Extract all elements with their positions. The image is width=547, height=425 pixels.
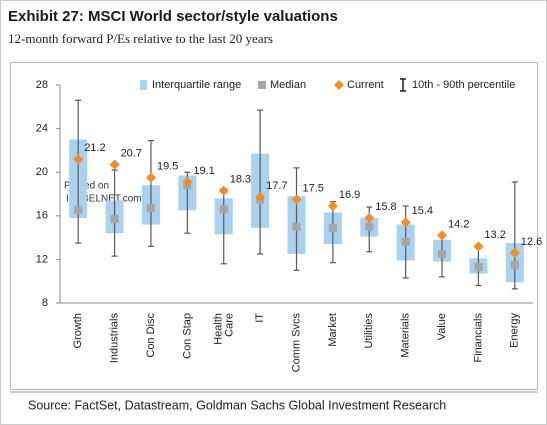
median-marker — [219, 205, 228, 214]
current-marker — [364, 212, 375, 223]
data-label: 16.9 — [339, 189, 360, 201]
x-tick-label: Con Stap — [181, 313, 193, 359]
data-label: 19.1 — [193, 165, 214, 177]
current-marker — [473, 241, 484, 252]
current-marker — [182, 177, 193, 188]
data-label: 15.4 — [412, 205, 433, 217]
x-tick-label: IT — [254, 313, 266, 323]
x-tick-label: Financials — [472, 313, 484, 363]
y-tick-label: 16 — [36, 210, 48, 222]
y-tick-label: 28 — [36, 79, 48, 91]
current-marker — [145, 172, 156, 183]
x-tick-label: Comm Svcs — [290, 313, 302, 373]
current-marker — [437, 230, 448, 241]
chart-subtitle: 12-month forward P/Es relative to the la… — [8, 31, 273, 46]
x-tick-label: HealthCare — [213, 313, 236, 345]
x-tick-label: Value — [436, 313, 448, 340]
current-marker — [73, 154, 84, 165]
median-marker — [510, 260, 519, 269]
x-tick-label: Energy — [509, 313, 521, 348]
chart-title: Exhibit 27: MSCI World sector/style valu… — [8, 8, 338, 25]
legend-label: Median — [270, 79, 306, 91]
y-tick-label: 8 — [42, 297, 48, 309]
current-marker — [218, 185, 229, 196]
x-tick-label: Industrials — [108, 313, 120, 364]
median-marker — [328, 223, 337, 232]
current-marker — [509, 247, 520, 258]
data-label: 15.8 — [375, 201, 396, 213]
data-label: 17.5 — [303, 182, 324, 194]
median-marker — [474, 263, 483, 272]
x-tick-label: Market — [327, 313, 339, 347]
median-marker — [365, 222, 374, 231]
legend-label: Interquartile range — [152, 79, 241, 91]
plot-frame — [10, 62, 538, 390]
median-marker — [110, 215, 119, 224]
data-label: 20.7 — [121, 147, 142, 159]
data-label: 21.2 — [84, 142, 105, 154]
data-label: 13.2 — [484, 229, 505, 241]
data-label: 17.7 — [266, 180, 287, 192]
median-marker — [146, 204, 155, 213]
legend-swatch — [400, 78, 406, 92]
y-tick-label: 20 — [36, 166, 48, 178]
legend-label: 10th - 90th percentile — [412, 79, 515, 91]
data-label: 12.6 — [521, 236, 542, 248]
legend-swatch — [140, 80, 147, 90]
x-tick-label: Growth — [72, 313, 84, 348]
median-marker — [74, 206, 83, 215]
current-marker — [400, 217, 411, 228]
y-tick-label: 24 — [36, 123, 48, 135]
current-marker — [255, 192, 266, 203]
current-marker — [327, 200, 338, 211]
data-label: 19.5 — [157, 161, 178, 173]
median-marker — [438, 249, 447, 258]
legend-swatch — [258, 81, 266, 89]
current-marker — [291, 194, 302, 205]
legend-label: Current — [347, 79, 384, 91]
watermark: ISABELNET.com — [66, 194, 142, 205]
median-marker — [292, 222, 301, 231]
legend-swatch — [334, 80, 344, 90]
x-tick-label: Con Disc — [145, 313, 157, 358]
x-tick-label: Utilities — [363, 313, 375, 349]
x-tick-label: Materials — [400, 313, 412, 358]
source-note: Source: FactSet, Datastream, Goldman Sac… — [28, 398, 446, 412]
current-marker — [109, 159, 120, 170]
data-label: 14.2 — [448, 218, 469, 230]
median-marker — [401, 237, 410, 246]
y-tick-label: 12 — [36, 253, 48, 265]
data-label: 18.3 — [230, 174, 251, 186]
